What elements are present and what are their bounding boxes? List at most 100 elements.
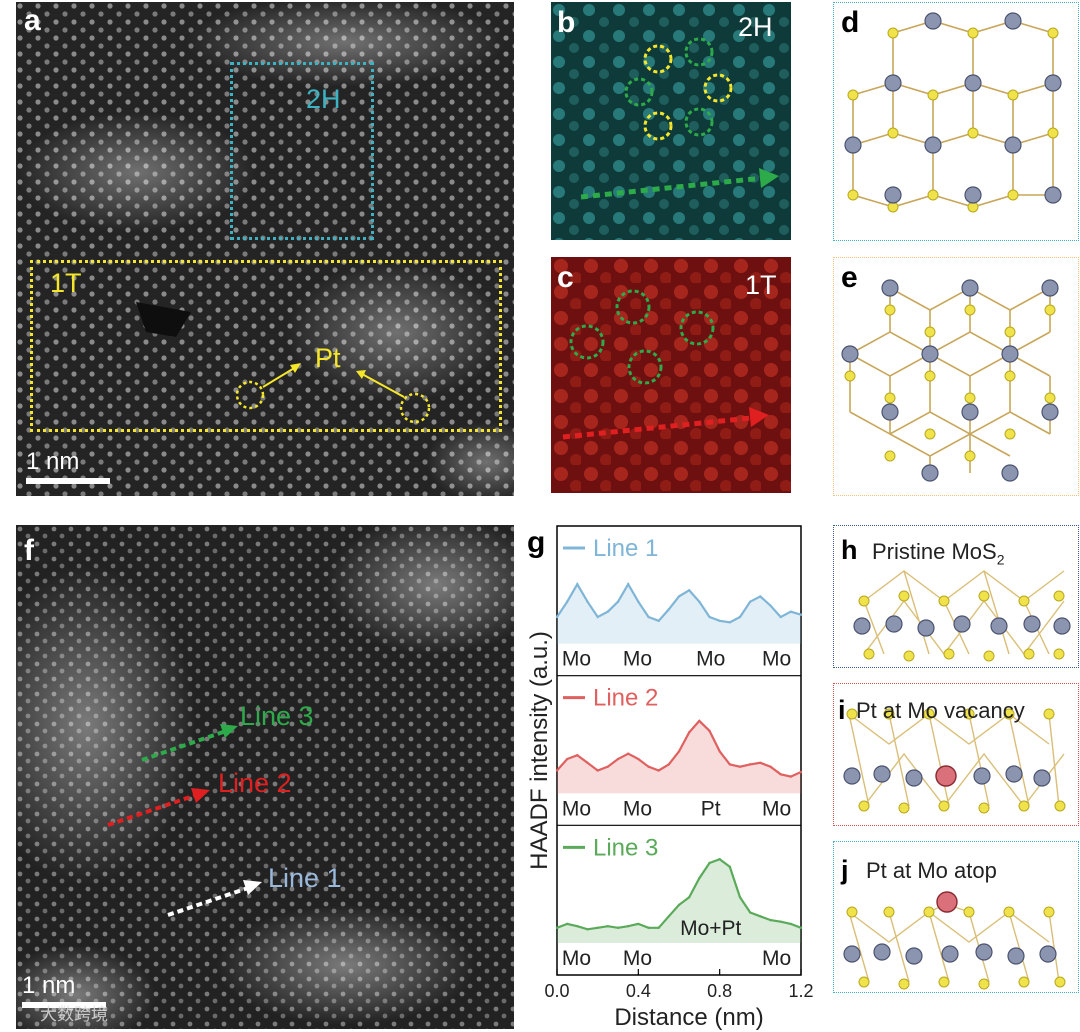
series-3-point — [657, 926, 660, 929]
series-2-point — [677, 750, 681, 753]
legend-label-1: Line 1 — [593, 535, 658, 562]
series-1-point — [799, 613, 803, 616]
series-3-point — [677, 903, 681, 907]
series-1-point — [626, 583, 630, 586]
series-1-point — [657, 619, 660, 623]
panel-b-label: b — [557, 6, 576, 39]
series-3-point — [728, 865, 732, 868]
series-3-point — [555, 926, 559, 929]
panel-c-image — [551, 257, 791, 493]
series-1-point — [576, 583, 579, 586]
panel-d-frame — [833, 2, 1079, 241]
series-1-point — [555, 615, 559, 619]
region-2h-label: 2H — [306, 84, 341, 114]
panel-d-2h-model — [844, 12, 1062, 213]
series-2-point — [687, 731, 691, 734]
series-1-point — [565, 600, 569, 603]
series-1-point — [718, 619, 721, 623]
panel-b-tag: 2H — [738, 12, 773, 42]
series-3-point — [769, 918, 772, 922]
watermark: 大数跨境 — [40, 1005, 108, 1024]
line2-label: Line 2 — [218, 768, 292, 798]
series-3-point — [626, 925, 630, 928]
panel-i-frame — [833, 683, 1079, 826]
series-3-point — [586, 928, 589, 931]
series-area-2 — [557, 720, 801, 794]
line1-label: Line 1 — [268, 863, 342, 893]
peak-label-1-1: Mo — [562, 648, 591, 671]
panel-i-model — [843, 708, 1066, 814]
series-2-point — [779, 773, 782, 776]
pt-arrows — [235, 363, 431, 424]
panel-d-label: d — [841, 6, 860, 39]
panel-b-image — [551, 2, 791, 240]
panel-a-label: a — [24, 4, 41, 37]
series-2-point — [626, 752, 630, 755]
panel-h-label: h — [841, 535, 858, 565]
panel-j-label: j — [841, 855, 849, 885]
peak-label-1-4: Mo — [762, 648, 791, 671]
panel-h-model — [853, 570, 1071, 662]
panel-a-lattice — [16, 2, 514, 496]
series-1-point — [637, 600, 640, 603]
series-1-point — [647, 615, 650, 619]
series-1-point — [698, 600, 701, 603]
series-area-1 — [557, 584, 801, 644]
series-3-point — [748, 911, 752, 914]
panel-h-title: Pristine MoS2 — [872, 539, 1005, 567]
panel-f-scale-bar — [22, 1002, 106, 1008]
series-2-point — [759, 761, 762, 765]
panel-c-label: c — [557, 261, 574, 294]
region-1t-label: 1T — [50, 268, 82, 298]
pt-circle-1 — [235, 380, 265, 410]
series-2-point — [555, 769, 559, 772]
series-3-point — [738, 896, 742, 899]
series-3-point — [576, 925, 579, 928]
series-2-point — [586, 761, 589, 765]
series-1-point — [596, 615, 599, 619]
series-2-point — [637, 757, 640, 761]
series-1-point — [677, 595, 681, 598]
series-3-point — [687, 896, 691, 899]
series-1-point — [779, 615, 782, 619]
panel-i-label: i — [838, 695, 846, 725]
series-2-point — [718, 750, 721, 753]
series-2-point — [647, 765, 650, 768]
series-3-point — [718, 857, 721, 861]
series-2-point — [738, 765, 742, 768]
series-2-point — [769, 765, 772, 768]
pt-label: Pt — [315, 343, 341, 373]
panel-j-model — [843, 891, 1066, 990]
series-2-point — [728, 763, 732, 766]
series-3-point — [779, 920, 782, 923]
peak-label-3-3: Mo+Pt — [680, 917, 741, 940]
x-tick-label-2: 0.8 — [707, 981, 732, 1001]
panel-h-frame — [833, 525, 1079, 668]
peak-label-2-1: Mo — [562, 797, 591, 820]
series-1-point — [616, 600, 620, 603]
series-2-point — [799, 770, 803, 774]
series-1-point — [748, 600, 752, 603]
series-1-point — [667, 608, 671, 611]
panel-e-label: e — [841, 261, 858, 294]
panel-i-title: Pt at Mo vacancy — [856, 698, 1025, 723]
series-2-point — [596, 769, 599, 772]
peak-label-3-4: Mo — [762, 947, 791, 970]
series-3-point — [565, 922, 569, 926]
series-1-point — [687, 589, 691, 592]
peak-label-2-2: Mo — [623, 797, 652, 820]
series-2-point — [565, 757, 569, 761]
panel-e-frame — [833, 257, 1079, 496]
peak-label-3-1: Mo — [562, 947, 591, 970]
x-tick-label-3: 1.2 — [788, 981, 813, 1001]
line3-label: Line 3 — [240, 701, 314, 731]
x-tick-label-0: 0.0 — [544, 981, 569, 1001]
series-3-point — [708, 861, 711, 865]
series-2-point — [576, 754, 579, 757]
legend-label-2: Line 2 — [593, 685, 658, 712]
series-3-point — [667, 915, 671, 918]
series-2-point — [606, 765, 610, 768]
panel-g-label: g — [527, 526, 546, 559]
panel-h-title-text: Pristine MoS — [872, 539, 997, 564]
series-3-point — [698, 877, 701, 880]
